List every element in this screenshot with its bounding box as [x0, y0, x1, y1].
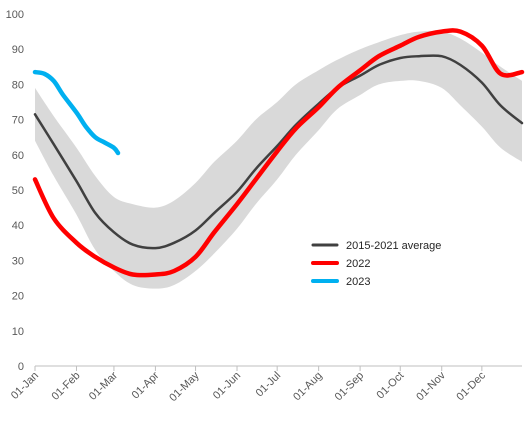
x-tick-label: 01-Oct [375, 370, 407, 402]
legend-label: 2015-2021 average [346, 240, 441, 252]
y-tick-label: 40 [12, 220, 24, 232]
y-tick-label: 20 [12, 291, 24, 303]
y-tick-label: 30 [12, 255, 24, 267]
legend: 2015-2021 average 2022 2023 [311, 240, 441, 288]
y-tick-label: 10 [12, 326, 24, 338]
x-tick-label: 01-May [167, 369, 202, 404]
x-tick-label: 01-Sep [333, 370, 367, 404]
y-tick-label: 90 [12, 44, 24, 56]
y-tick-label: 0 [18, 361, 24, 373]
y-tick-label: 70 [12, 115, 24, 127]
x-tick-label: 01-Dec [454, 369, 488, 403]
x-tick-label: 01-Apr [130, 369, 162, 401]
series-line [32, 28, 525, 278]
series-line [32, 69, 121, 156]
y-tick-label: 60 [12, 150, 24, 162]
x-tick-label: 01-Mar [87, 369, 120, 402]
legend-label: 2022 [346, 258, 370, 270]
x-tick-label: 01-Aug [291, 370, 325, 404]
y-tick-label: 50 [12, 185, 24, 197]
series-line [33, 54, 524, 250]
x-tick-label: 01-Jun [211, 370, 243, 402]
y-tick-label: 80 [12, 79, 24, 91]
x-tick-label: 01-Nov [414, 369, 448, 403]
series-layer [32, 28, 525, 278]
x-tick-label: 01-Jul [254, 370, 284, 400]
range-band [35, 30, 522, 289]
y-tick-label: 100 [6, 9, 24, 21]
range-band-layer [35, 30, 522, 289]
legend-label: 2023 [346, 276, 370, 288]
x-tick-label: 01-Jan [9, 370, 41, 402]
x-tick-label: 01-Feb [49, 370, 82, 403]
